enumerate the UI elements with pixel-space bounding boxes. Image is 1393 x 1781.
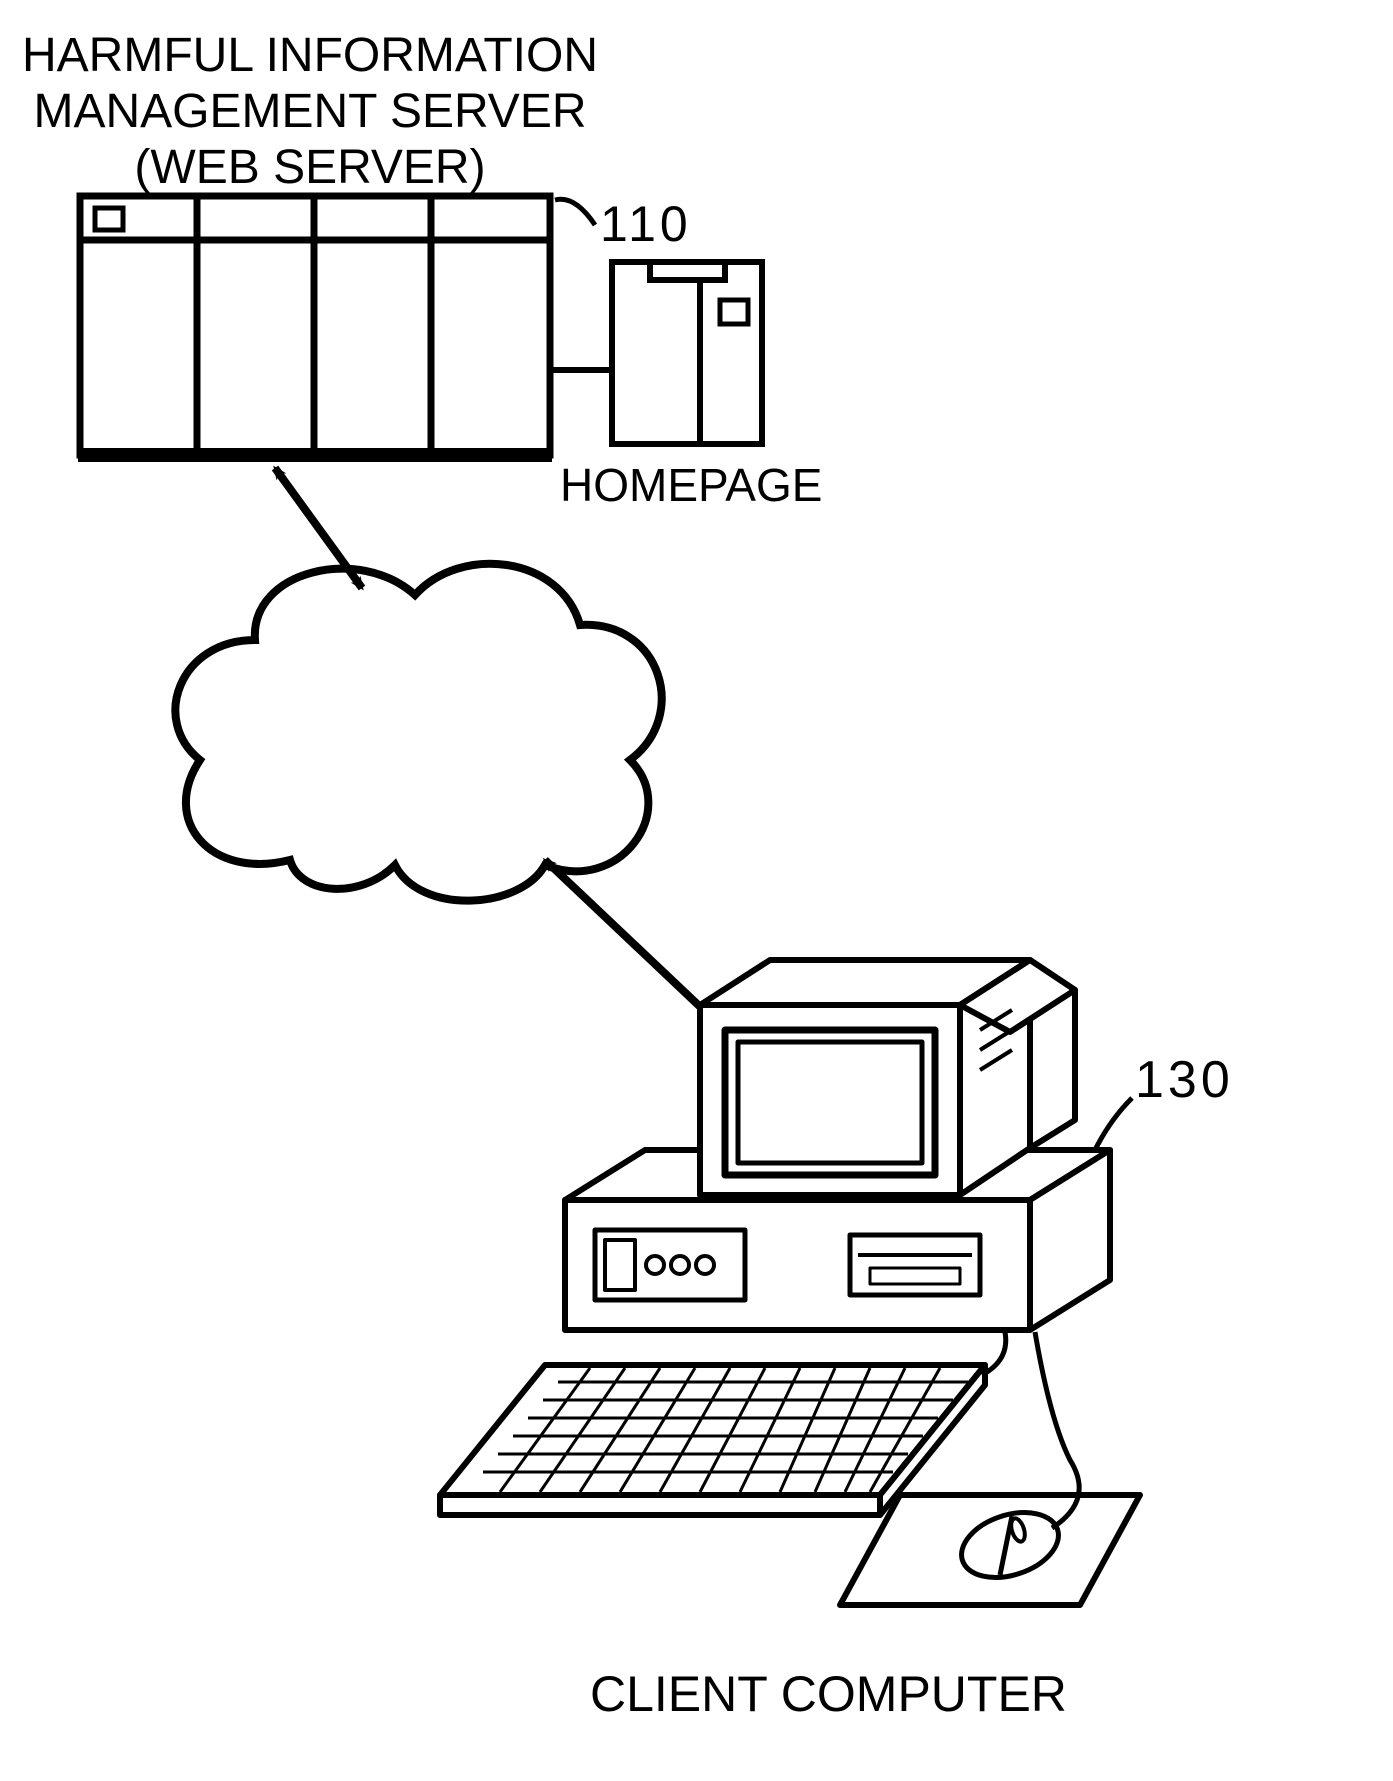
leadline-110	[555, 199, 595, 225]
homepage-box-icon	[612, 262, 762, 444]
server-rack-icon	[78, 196, 552, 462]
leadline-130	[1095, 1098, 1132, 1150]
client-computer-icon	[440, 960, 1140, 1605]
diagram-svg	[0, 0, 1393, 1781]
edge-internet-client	[545, 860, 712, 1018]
internet-cloud-icon	[175, 564, 661, 901]
